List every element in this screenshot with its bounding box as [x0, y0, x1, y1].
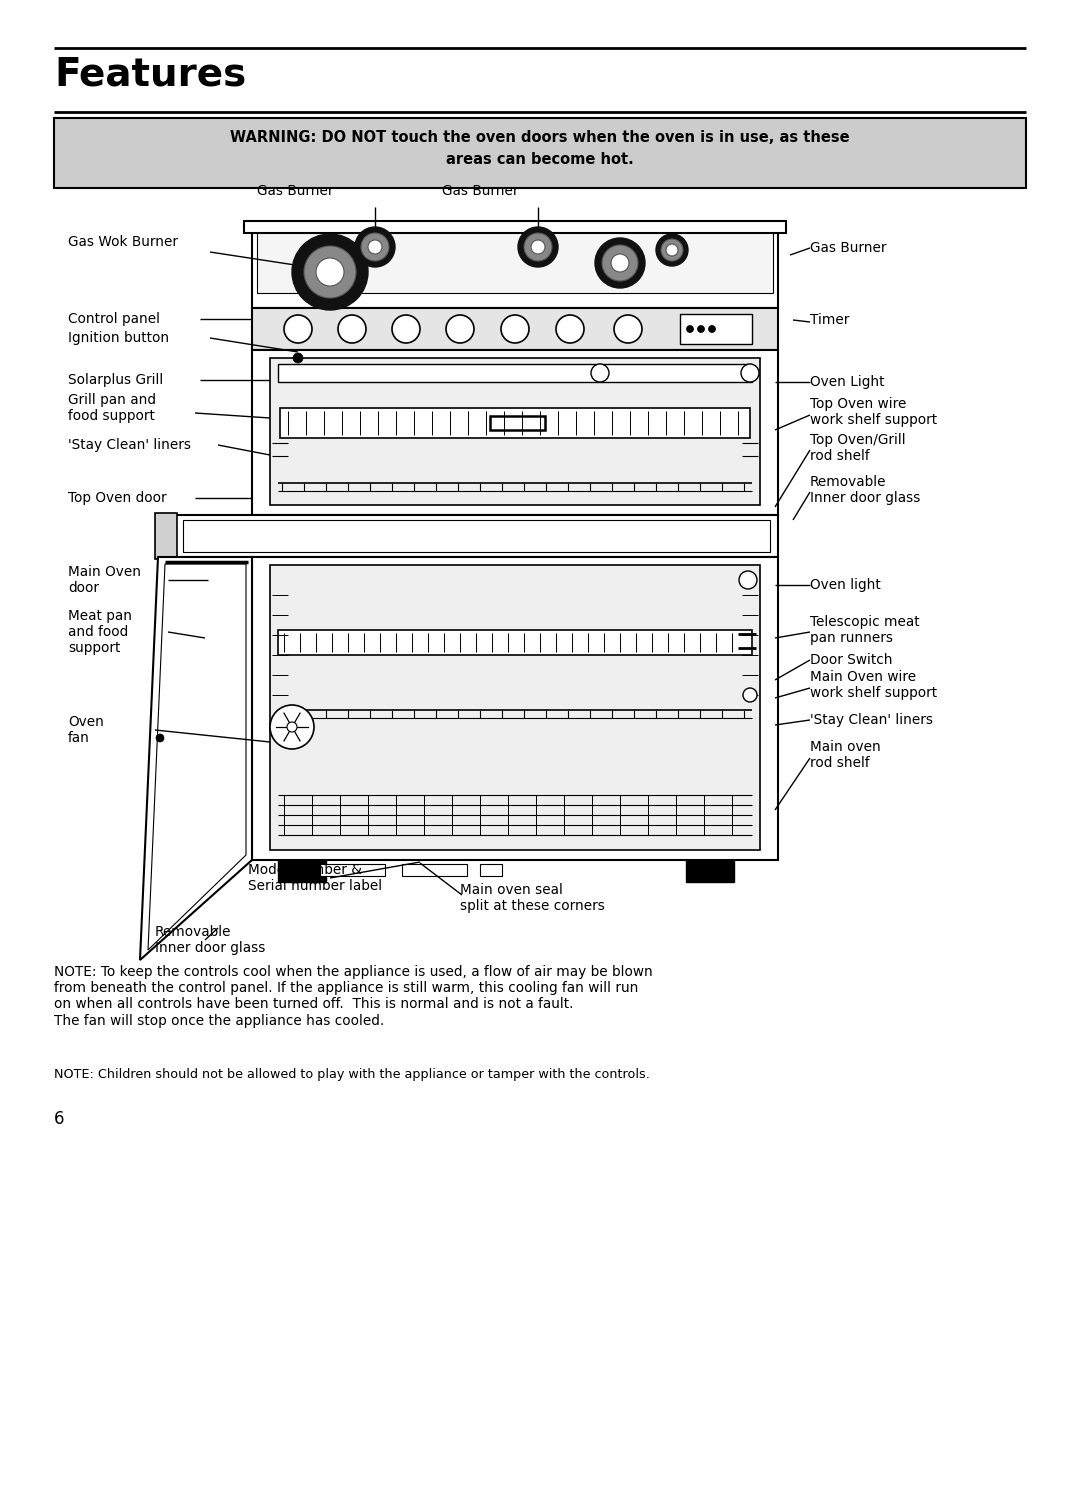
Text: areas can become hot.: areas can become hot. [446, 153, 634, 168]
Text: Top Oven wire
work shelf support: Top Oven wire work shelf support [810, 396, 937, 426]
Circle shape [392, 316, 420, 343]
Circle shape [661, 239, 683, 260]
Bar [280, 408, 750, 438]
Polygon shape [140, 557, 252, 960]
Bar [252, 233, 778, 308]
Circle shape [739, 571, 757, 589]
Bar [270, 358, 760, 506]
Circle shape [591, 364, 609, 381]
Circle shape [355, 227, 395, 266]
Text: Meat pan
and food
support: Meat pan and food support [68, 609, 132, 655]
Text: Main oven
rod shelf: Main oven rod shelf [810, 741, 881, 770]
Circle shape [303, 245, 356, 298]
Text: Telescopic meat
pan runners: Telescopic meat pan runners [810, 615, 920, 645]
Text: Grill pan and
food support: Grill pan and food support [68, 393, 156, 423]
Circle shape [741, 364, 759, 381]
Circle shape [666, 244, 678, 256]
Circle shape [656, 233, 688, 266]
Circle shape [615, 316, 642, 343]
Text: 6: 6 [54, 1110, 65, 1128]
Bar [402, 865, 467, 877]
Text: Gas Burner: Gas Burner [257, 184, 334, 197]
Text: Main oven seal
split at these corners: Main oven seal split at these corners [460, 883, 605, 913]
Bar [252, 308, 778, 350]
Bar [252, 350, 778, 515]
Circle shape [361, 233, 389, 260]
Circle shape [708, 326, 715, 332]
Text: Main Oven
door: Main Oven door [68, 565, 141, 595]
Text: Gas Wok Burner: Gas Wok Burner [68, 235, 178, 248]
Circle shape [743, 688, 757, 702]
Bar [252, 557, 778, 860]
Text: Timer: Timer [810, 313, 849, 328]
Text: 'Stay Clean' liners: 'Stay Clean' liners [810, 714, 933, 727]
Circle shape [524, 233, 552, 260]
Circle shape [518, 227, 558, 266]
Bar [680, 314, 752, 344]
Text: Removable
Inner door glass: Removable Inner door glass [156, 925, 266, 954]
Text: 'Stay Clean' liners: 'Stay Clean' liners [68, 438, 191, 452]
Text: Oven
fan: Oven fan [68, 715, 104, 745]
Text: Top Oven door: Top Oven door [68, 491, 166, 506]
Circle shape [292, 233, 368, 310]
Bar [257, 223, 773, 293]
Circle shape [284, 316, 312, 343]
Circle shape [556, 316, 584, 343]
Circle shape [287, 723, 297, 732]
Bar [686, 860, 734, 883]
Circle shape [602, 245, 638, 281]
Text: NOTE: Children should not be allowed to play with the appliance or tamper with t: NOTE: Children should not be allowed to … [54, 1068, 650, 1082]
Bar [183, 521, 770, 552]
Circle shape [156, 735, 164, 742]
Circle shape [368, 239, 382, 254]
Circle shape [293, 353, 303, 364]
Text: Solarplus Grill: Solarplus Grill [68, 373, 163, 387]
Text: Features: Features [54, 55, 246, 93]
Bar [490, 416, 545, 429]
Circle shape [531, 239, 545, 254]
Text: Removable
Inner door glass: Removable Inner door glass [810, 474, 920, 506]
Text: WARNING: DO NOT touch the oven doors when the oven is in use, as these: WARNING: DO NOT touch the oven doors whe… [230, 130, 850, 145]
Bar [54, 118, 1026, 188]
Bar [278, 364, 752, 381]
Bar [156, 513, 177, 560]
Polygon shape [244, 221, 786, 233]
Bar [278, 860, 326, 883]
Text: Door Switch: Door Switch [810, 652, 892, 667]
Circle shape [270, 705, 314, 749]
Text: Gas Burner: Gas Burner [442, 184, 518, 197]
Bar [270, 565, 760, 850]
Circle shape [338, 316, 366, 343]
Text: Control panel: Control panel [68, 313, 160, 326]
Circle shape [595, 238, 645, 289]
Text: Main Oven wire
work shelf support: Main Oven wire work shelf support [810, 670, 937, 700]
Text: Oven light: Oven light [810, 577, 881, 592]
Bar [480, 865, 502, 877]
Text: Top Oven/Grill
rod shelf: Top Oven/Grill rod shelf [810, 432, 906, 464]
Circle shape [698, 326, 704, 332]
Bar [278, 630, 752, 655]
Circle shape [687, 326, 693, 332]
Text: Model number &
Serial number label: Model number & Serial number label [248, 863, 382, 893]
Circle shape [501, 316, 529, 343]
Circle shape [446, 316, 474, 343]
Text: NOTE: To keep the controls cool when the appliance is used, a flow of air may be: NOTE: To keep the controls cool when the… [54, 965, 652, 1028]
Circle shape [316, 257, 345, 286]
Bar [175, 515, 778, 557]
Circle shape [611, 254, 629, 272]
Bar [320, 865, 384, 877]
Text: Gas Burner: Gas Burner [810, 241, 887, 254]
Text: Oven Light: Oven Light [810, 375, 885, 389]
Text: Ignition button: Ignition button [68, 331, 170, 346]
